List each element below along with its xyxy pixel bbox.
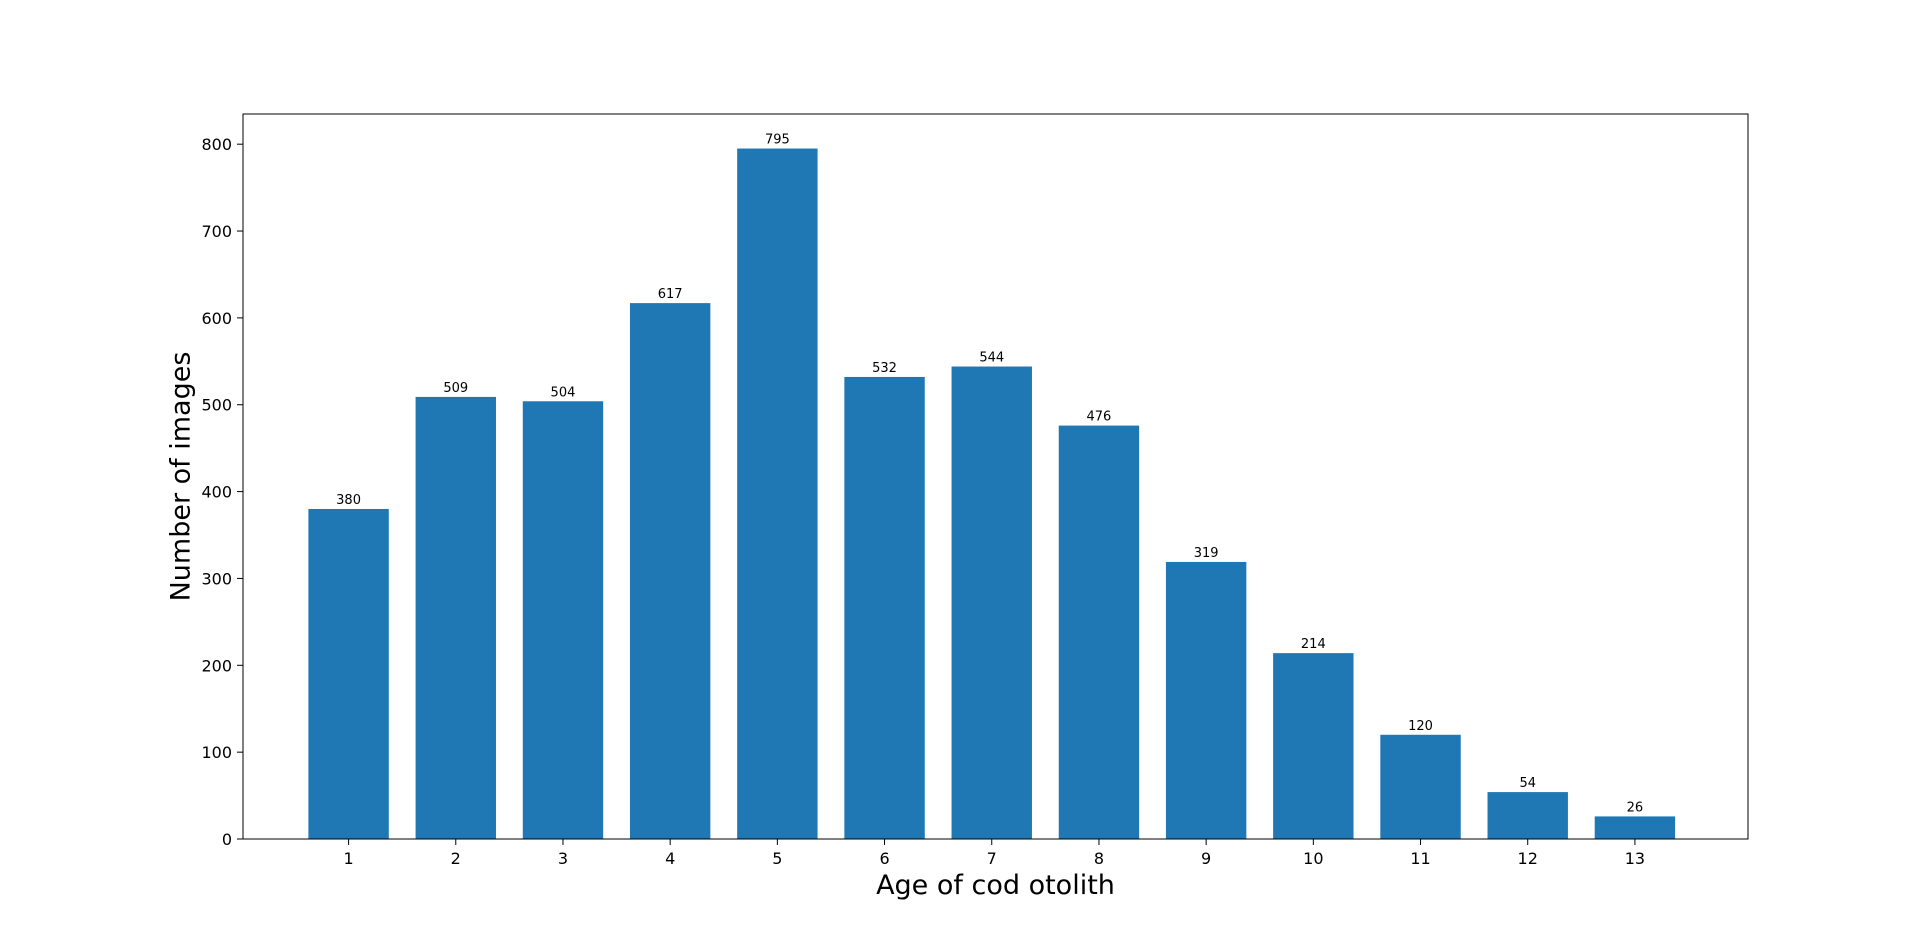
data-label-3: 504	[551, 385, 576, 400]
data-label-8: 476	[1087, 410, 1112, 425]
bar-2	[415, 396, 496, 839]
y-axis-title: Number of images	[165, 352, 196, 602]
y-tick-label-400: 400	[201, 483, 232, 502]
bar-13	[1594, 816, 1676, 839]
x-tick-label-11: 11	[1410, 849, 1430, 868]
data-label-2: 509	[443, 381, 468, 396]
data-labels-group: 380 509 504 617 795 532 544 476 319 214 120 54 26	[336, 133, 1643, 816]
x-tick-label-13: 13	[1625, 849, 1645, 868]
data-label-7: 544	[979, 351, 1004, 366]
bar-11	[1380, 734, 1461, 839]
y-tick-label-500: 500	[201, 396, 232, 415]
x-tick-label-1: 1	[343, 849, 353, 868]
data-label-13: 26	[1627, 800, 1644, 815]
x-tick-label-5: 5	[772, 849, 782, 868]
data-label-12: 54	[1519, 776, 1536, 791]
x-tick-label-12: 12	[1518, 849, 1538, 868]
data-label-6: 532	[872, 361, 897, 376]
bar-4	[629, 303, 711, 840]
bar-5	[737, 148, 818, 839]
bars-group	[308, 148, 1676, 840]
y-tick-label-600: 600	[201, 309, 232, 328]
y-tick-label-800: 800	[201, 135, 232, 154]
y-tick-label-100: 100	[201, 743, 232, 762]
x-axis-title: Age of cod otolith	[876, 870, 1115, 901]
data-label-11: 120	[1408, 719, 1433, 734]
data-label-9: 319	[1194, 546, 1219, 561]
data-label-4: 617	[658, 287, 683, 302]
y-tick-label-200: 200	[201, 656, 232, 675]
data-label-10: 214	[1301, 637, 1326, 652]
x-tick-label-4: 4	[665, 849, 675, 868]
y-tick-label-300: 300	[201, 569, 232, 588]
x-tick-label-2: 2	[451, 849, 461, 868]
bar-12	[1487, 792, 1568, 839]
y-tick-label-0: 0	[222, 830, 232, 849]
bar-7	[951, 366, 1032, 839]
x-tick-label-8: 8	[1094, 849, 1104, 868]
x-axis: 1 2 3 4 5 6 7 8 9 10 11 12 13	[343, 839, 1645, 868]
data-label-5: 795	[765, 133, 790, 148]
x-tick-label-7: 7	[987, 849, 997, 868]
bar-1	[308, 508, 389, 839]
x-tick-label-6: 6	[879, 849, 889, 868]
plot-frame	[242, 113, 1749, 840]
bar-8	[1058, 425, 1140, 839]
x-tick-label-10: 10	[1303, 849, 1323, 868]
x-tick-label-3: 3	[558, 849, 568, 868]
y-tick-label-700: 700	[201, 222, 232, 241]
bar-3	[522, 401, 604, 839]
bar-9	[1165, 561, 1247, 839]
data-label-1: 380	[336, 493, 361, 508]
x-tick-label-9: 9	[1201, 849, 1211, 868]
bar-10	[1273, 653, 1354, 839]
y-axis: 0 100 200 300 400 500 600 700 800	[201, 135, 243, 849]
bar-6	[844, 376, 925, 839]
